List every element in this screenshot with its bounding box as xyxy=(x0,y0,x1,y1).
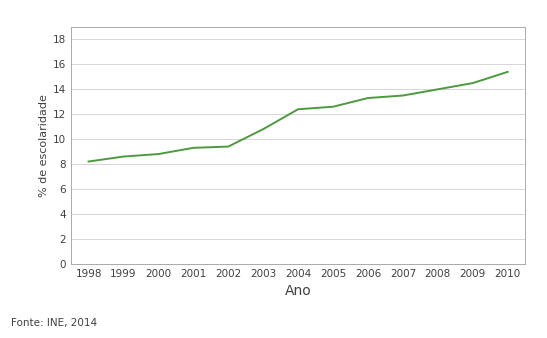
X-axis label: Ano: Ano xyxy=(285,284,311,298)
Y-axis label: % de escolaridade: % de escolaridade xyxy=(39,94,49,197)
Text: Fonte: INE, 2014: Fonte: INE, 2014 xyxy=(11,318,97,328)
